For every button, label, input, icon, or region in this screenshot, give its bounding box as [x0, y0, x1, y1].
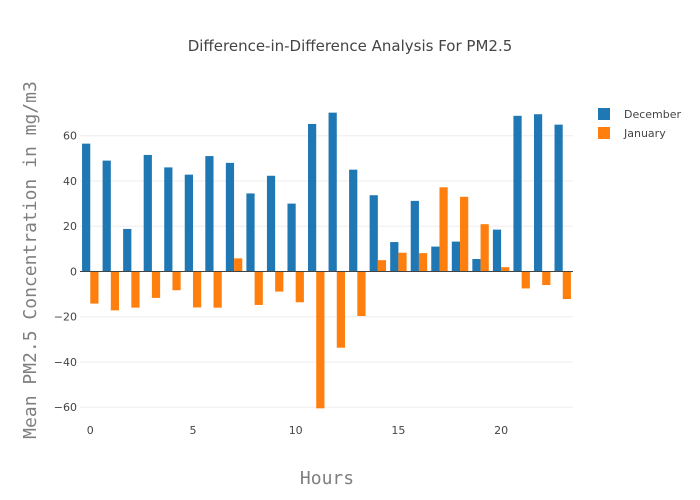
bar-december [246, 193, 255, 272]
bar-december [328, 112, 337, 272]
bar-january [357, 271, 366, 317]
bar-january [542, 271, 551, 286]
bar-january [521, 271, 530, 289]
bar-december [410, 200, 419, 272]
bar-december [554, 124, 563, 272]
bar-december [205, 156, 214, 272]
bar-january [254, 271, 263, 305]
bar-january [398, 252, 407, 272]
bar-january [501, 267, 510, 272]
bar-december [369, 195, 378, 272]
bar-december [102, 160, 111, 272]
bar-january [377, 260, 387, 272]
bar-january [234, 258, 243, 272]
bar-december [123, 228, 132, 272]
bar-december [287, 203, 296, 272]
bar-january [90, 271, 99, 304]
bar-december [431, 246, 440, 272]
bars [82, 112, 571, 409]
bar-january [418, 253, 428, 272]
grid [80, 135, 573, 408]
x-tick-label: 15 [391, 424, 405, 437]
bar-january [295, 271, 304, 303]
bar-december [472, 259, 481, 272]
bar-december [266, 175, 276, 272]
x-tick-label: 5 [189, 424, 196, 437]
bar-december [349, 169, 358, 272]
bar-january [480, 224, 489, 272]
bar-january [213, 271, 222, 308]
x-axis-label: Hours [300, 468, 354, 489]
bar-january [131, 271, 140, 308]
bar-december [451, 241, 461, 272]
legend-label-january: January [623, 127, 666, 140]
x-tick-label: 0 [87, 424, 94, 437]
y-axis-label: Mean PM2.5 Concentration in mg/m3 [20, 81, 41, 439]
chart-title: Difference-in-Difference Analysis For PM… [188, 37, 513, 55]
y-tick-label: 0 [70, 265, 77, 278]
bar-january [460, 196, 469, 272]
legend-swatch-january [598, 127, 610, 139]
bar-january [439, 187, 448, 272]
bar-december [225, 162, 235, 272]
bar-january [316, 271, 325, 409]
bar-january [336, 271, 345, 348]
bar-december [492, 229, 502, 272]
legend-label-december: December [624, 108, 682, 121]
y-axis-ticks: −60 −40 −20 0 20 40 60 [54, 130, 77, 414]
y-tick-label: 20 [63, 220, 77, 233]
legend: December January [598, 108, 682, 140]
bar-january [275, 271, 284, 292]
bar-january [562, 271, 571, 300]
bar-january [151, 271, 161, 298]
y-tick-label: −20 [54, 311, 77, 324]
bar-december [143, 154, 152, 272]
y-tick-label: 60 [63, 130, 77, 143]
legend-swatch-december [598, 108, 610, 120]
x-axis-ticks: 0 5 10 15 20 [87, 424, 508, 437]
bar-december [513, 115, 522, 272]
bar-january [192, 271, 202, 308]
x-tick-label: 20 [494, 424, 508, 437]
y-tick-label: −60 [54, 401, 77, 414]
bar-december [82, 143, 91, 272]
bar-january [172, 271, 181, 291]
bar-december [308, 123, 317, 272]
y-tick-label: 40 [63, 175, 77, 188]
bar-january [110, 271, 120, 311]
bar-december [164, 167, 173, 272]
x-tick-label: 10 [289, 424, 303, 437]
bar-december [390, 242, 399, 272]
bar-december [184, 174, 193, 272]
y-tick-label: −40 [54, 356, 77, 369]
bar-december [533, 114, 543, 272]
